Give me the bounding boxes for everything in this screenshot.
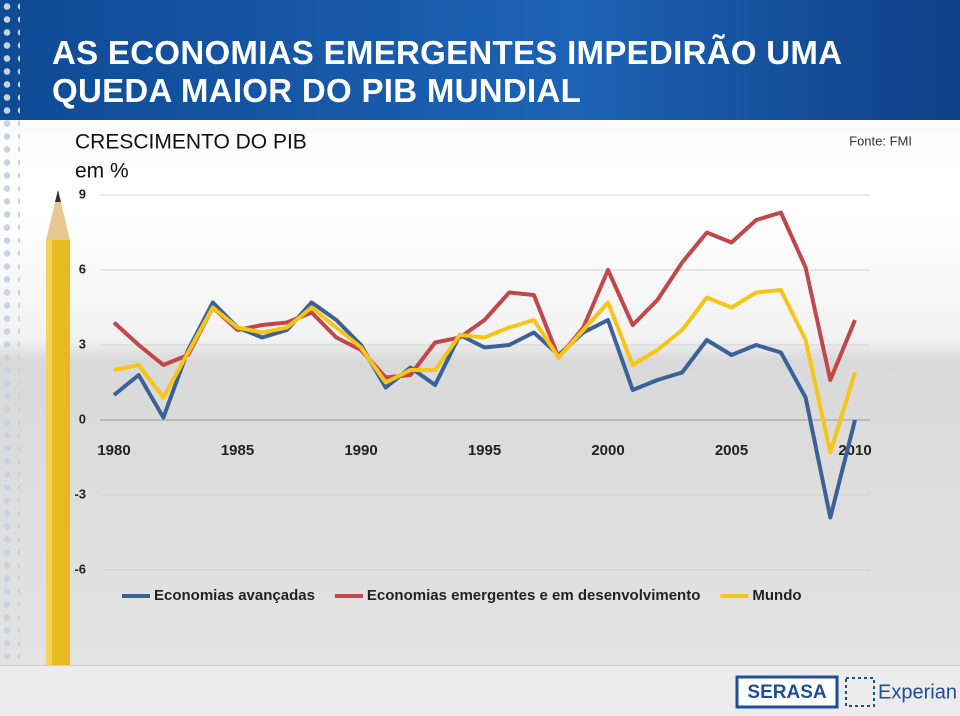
y-tick-label: -3 — [74, 486, 86, 501]
y-tick-label: 6 — [79, 261, 86, 276]
pencil-lead — [55, 190, 61, 202]
legend-label: Mundo — [752, 587, 801, 604]
x-tick-label: 2000 — [591, 442, 624, 459]
x-tick-label: 1990 — [344, 442, 377, 459]
pencil-tip — [46, 190, 70, 240]
x-tick-label: 2005 — [715, 442, 748, 459]
header-band — [0, 0, 960, 120]
pencil-shine — [46, 240, 52, 665]
y-tick-label: 3 — [79, 336, 86, 351]
legend-label: Economias avançadas — [154, 587, 315, 604]
x-tick-label: 2010 — [838, 442, 871, 459]
x-tick-label: 1980 — [97, 442, 130, 459]
experian-mark — [845, 677, 875, 707]
series-line — [112, 210, 857, 382]
y-tick-label: 0 — [79, 411, 86, 426]
logos: SERASA Experian — [735, 675, 957, 709]
x-tick-label: 1995 — [468, 442, 501, 459]
slide-title: AS ECONOMIAS EMERGENTES IMPEDIRÃO UMA QU… — [52, 34, 843, 109]
serasa-logo: SERASA — [747, 682, 826, 703]
dot-pattern — [0, 0, 20, 716]
legend-label: Economias emergentes e em desenvolviment… — [367, 587, 700, 604]
y-axis-label: em % — [75, 160, 129, 183]
source: Fonte: FMI — [849, 133, 912, 148]
serasa-box — [735, 675, 839, 709]
x-tick-label: 1985 — [221, 442, 254, 459]
y-tick-label: -6 — [74, 561, 86, 576]
pencil — [46, 190, 70, 665]
series-line — [112, 300, 857, 520]
series-line — [113, 288, 857, 455]
chart-title: CRESCIMENTO DO PIB — [75, 131, 307, 154]
y-tick-label: 9 — [79, 186, 86, 201]
experian-logo: Experian — [878, 681, 957, 703]
